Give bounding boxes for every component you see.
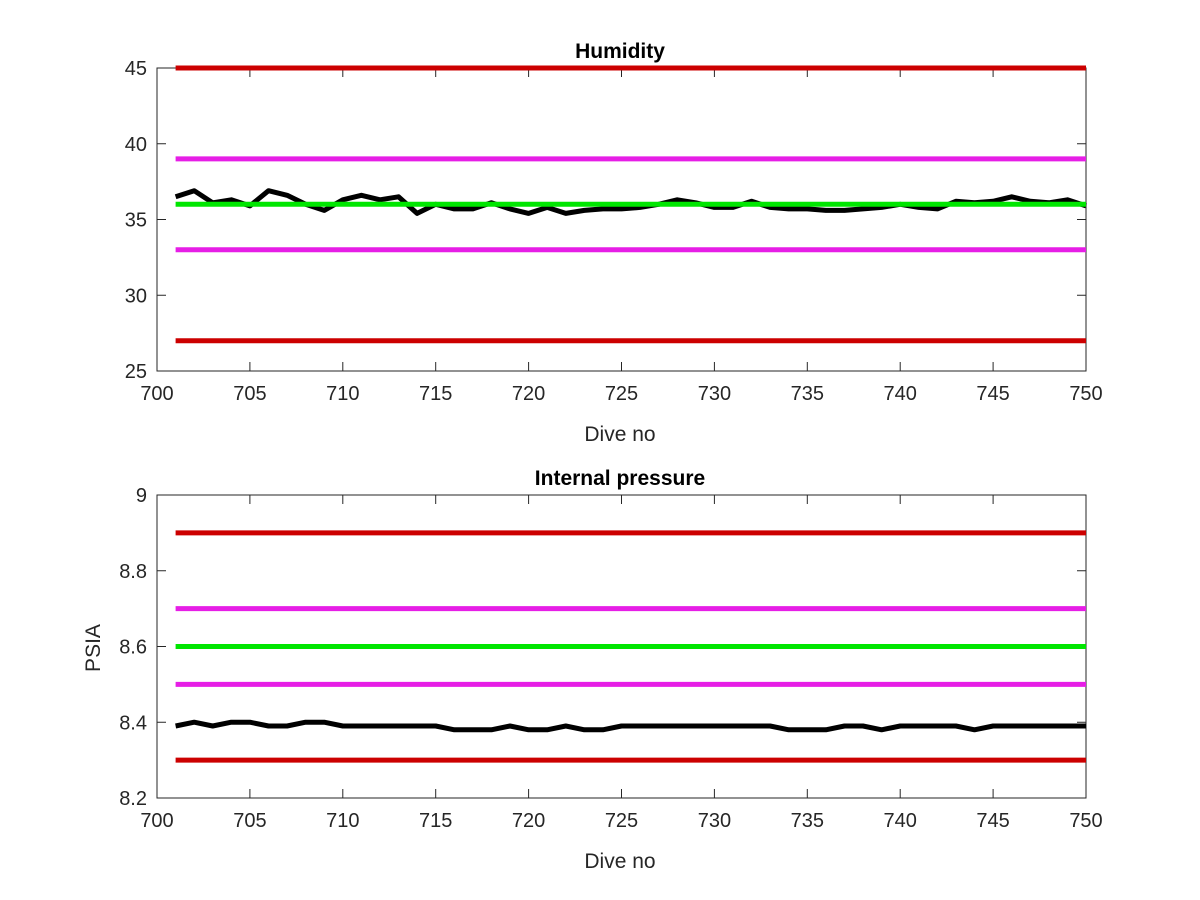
humidity-series-line-4 (174, 188, 1087, 216)
humidity-marks: 700 705 710 715 720 725 730 735 740 745 750 25 30 35 4… (125, 58, 1103, 405)
internal-pressure-x-tick-label: 720 (512, 810, 545, 832)
humidity-x-tick-label: 735 (791, 383, 824, 405)
humidity-x-tick-label: 700 (140, 383, 173, 405)
humidity-y-tick-label: 45 (125, 58, 147, 80)
internal-pressure-panel: Internal pressure Dive no PSIA 700 705 710… (82, 467, 1103, 873)
internal-pressure-title: Internal pressure (535, 467, 705, 490)
humidity-y-tick-label: 35 (125, 210, 147, 232)
humidity-y-tick-label: 30 (125, 285, 147, 307)
humidity-x-axis-label: Dive no (584, 423, 655, 446)
internal-pressure-x-tick-label: 740 (884, 810, 917, 832)
internal-pressure-marks: 700 705 710 715 720 725 730 735 740 745 750 8.2 8.4 8… (119, 485, 1103, 832)
humidity-x-tick-label: 715 (419, 383, 452, 405)
internal-pressure-y-axis-label: PSIA (82, 624, 105, 672)
internal-pressure-x-axis-label: Dive no (584, 850, 655, 873)
internal-pressure-y-tick-label: 9 (136, 485, 147, 507)
internal-pressure-x-tick-label: 750 (1069, 810, 1102, 832)
humidity-x-tick-label: 720 (512, 383, 545, 405)
internal-pressure-y-tick-label: 8.2 (119, 788, 147, 810)
humidity-panel: Humidity Dive no 700 705 710 715 720 725 730 73… (125, 40, 1103, 446)
internal-pressure-x-tick-label: 715 (419, 810, 452, 832)
internal-pressure-x-tick-label: 705 (233, 810, 266, 832)
humidity-y-tick-label: 25 (125, 361, 147, 383)
internal-pressure-x-tick-label: 735 (791, 810, 824, 832)
internal-pressure-y-tick-label: 8.4 (119, 712, 147, 734)
humidity-x-tick-label: 710 (326, 383, 359, 405)
humidity-x-tick-label: 745 (976, 383, 1009, 405)
internal-pressure-series-line-5 (175, 719, 1086, 733)
internal-pressure-y-tick-label: 8.6 (119, 637, 147, 659)
humidity-x-tick-label: 730 (698, 383, 731, 405)
humidity-x-tick-label: 705 (233, 383, 266, 405)
humidity-x-tick-label: 740 (884, 383, 917, 405)
internal-pressure-x-tick-label: 745 (976, 810, 1009, 832)
internal-pressure-x-tick-label: 710 (326, 810, 359, 832)
internal-pressure-y-tick-label: 8.8 (119, 561, 147, 583)
humidity-y-tick-label: 40 (125, 134, 147, 156)
internal-pressure-x-tick-label: 700 (140, 810, 173, 832)
humidity-x-tick-label: 725 (605, 383, 638, 405)
humidity-x-tick-label: 750 (1069, 383, 1102, 405)
internal-pressure-x-tick-label: 725 (605, 810, 638, 832)
humidity-title: Humidity (575, 40, 665, 63)
internal-pressure-x-tick-label: 730 (698, 810, 731, 832)
